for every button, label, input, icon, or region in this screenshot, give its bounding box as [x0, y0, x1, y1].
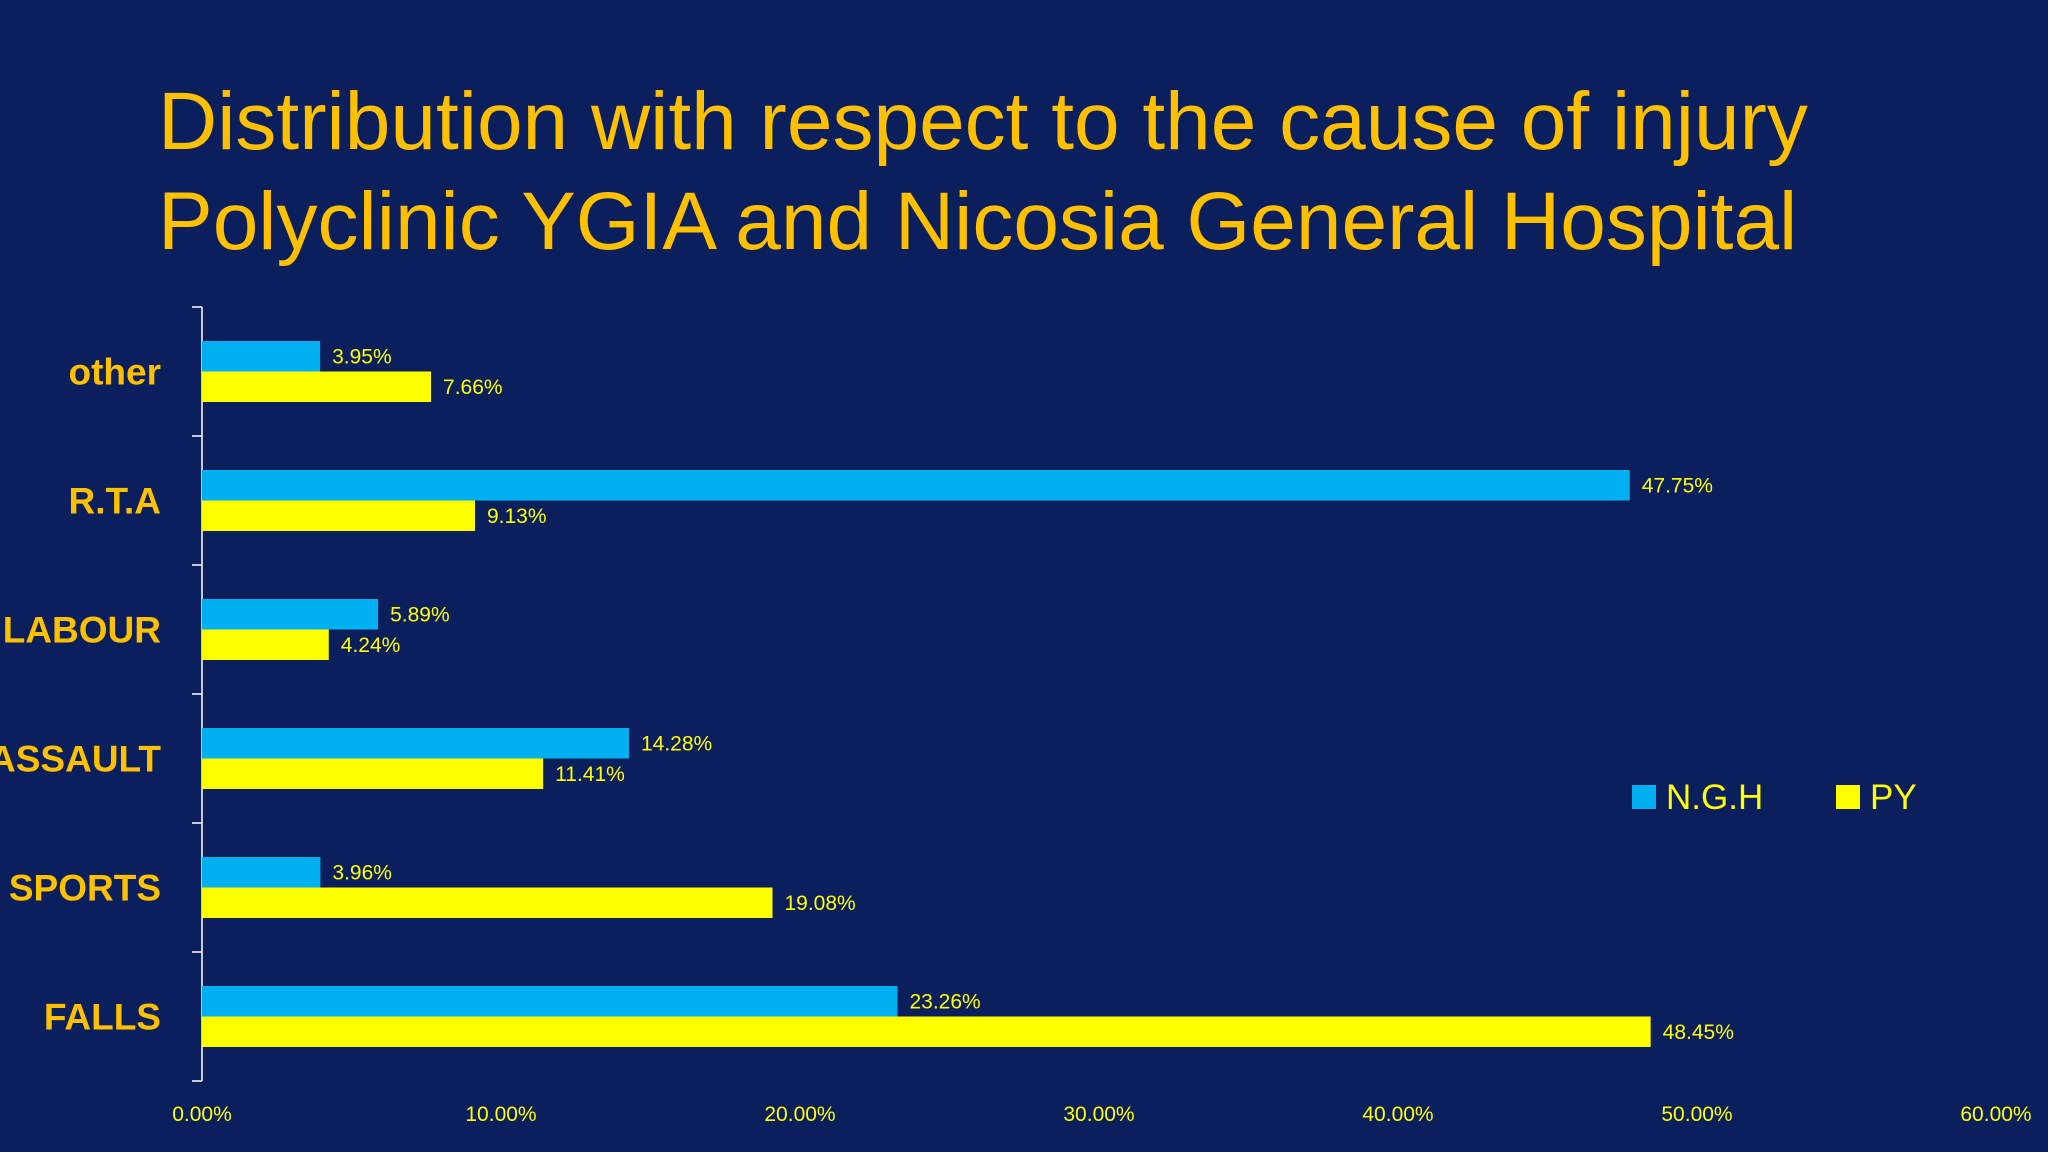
legend-label: N.G.H	[1666, 778, 1763, 817]
legend: N.G.H PY	[1632, 778, 1917, 817]
bar-ngh	[202, 986, 898, 1017]
category-label: ASSAULT	[0, 739, 161, 780]
data-label: 19.08%	[784, 892, 855, 915]
data-label: 3.96%	[332, 861, 392, 884]
bar-ngh	[202, 728, 629, 759]
x-tick-label: 20.00%	[764, 1103, 835, 1126]
data-label: 3.95%	[332, 345, 392, 368]
data-label: 4.24%	[341, 634, 401, 657]
x-tick-label: 30.00%	[1063, 1103, 1134, 1126]
legend-swatch	[1632, 785, 1656, 809]
x-tick-label: 0.00%	[172, 1103, 232, 1126]
bar-ngh	[202, 599, 379, 630]
x-tick-label: 40.00%	[1362, 1103, 1433, 1126]
data-label: 5.89%	[390, 603, 450, 626]
data-label: 48.45%	[1663, 1021, 1734, 1044]
legend-swatch	[1836, 785, 1860, 809]
axis-layer: 0.00% 10.00% 20.00% 30.00% 40.00% 50.00% 60.00…	[172, 306, 2032, 1126]
bar-py	[202, 1016, 1651, 1047]
bar-ngh	[202, 857, 321, 888]
legend-label: PY	[1870, 778, 1917, 817]
bar-py	[202, 500, 475, 531]
slide-title-line-1: Distribution with respect to the cause o…	[158, 76, 1808, 167]
bar-py	[202, 629, 329, 660]
category-label: SPORTS	[9, 868, 161, 909]
x-tick-label: 60.00%	[1960, 1103, 2031, 1126]
data-label: 47.75%	[1642, 474, 1713, 497]
slide-title: Distribution with respect to the cause o…	[158, 72, 1998, 272]
bar-py	[202, 371, 432, 402]
data-label: 23.26%	[909, 990, 980, 1013]
x-tick-label: 10.00%	[465, 1103, 536, 1126]
data-label: 9.13%	[487, 505, 547, 528]
data-label: 14.28%	[641, 732, 712, 755]
category-label: LABOUR	[3, 610, 161, 651]
data-label: 11.41%	[555, 763, 625, 786]
x-tick-label: 50.00%	[1661, 1103, 1732, 1126]
category-label: R.T.A	[69, 481, 162, 522]
bar-ngh	[202, 341, 321, 372]
category-label: other	[69, 352, 162, 393]
bars-layer	[202, 341, 1651, 1047]
data-label: 7.66%	[443, 376, 503, 399]
category-label: FALLS	[44, 997, 161, 1038]
slide-title-line-2: Polyclinic YGIA and Nicosia General Hosp…	[158, 176, 1798, 267]
bar-py	[202, 758, 544, 789]
bar-py	[202, 887, 773, 918]
bar-ngh	[202, 470, 1630, 501]
labels-layer: other 3.95% 7.66% R.T.A 47.75% 9.13% LABOUR 5.8…	[0, 345, 1734, 1044]
